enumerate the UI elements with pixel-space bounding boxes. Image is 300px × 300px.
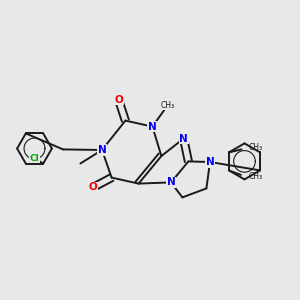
Text: N: N	[179, 134, 188, 144]
Text: N: N	[167, 177, 176, 188]
Text: CH₃: CH₃	[248, 172, 262, 181]
Text: CH₃: CH₃	[160, 101, 175, 110]
Text: N: N	[206, 157, 214, 167]
Text: Cl: Cl	[29, 154, 39, 163]
Text: O: O	[88, 182, 98, 193]
Text: N: N	[148, 122, 157, 132]
Text: CH₃: CH₃	[249, 143, 263, 152]
Text: N: N	[98, 145, 106, 155]
Text: O: O	[114, 94, 123, 105]
